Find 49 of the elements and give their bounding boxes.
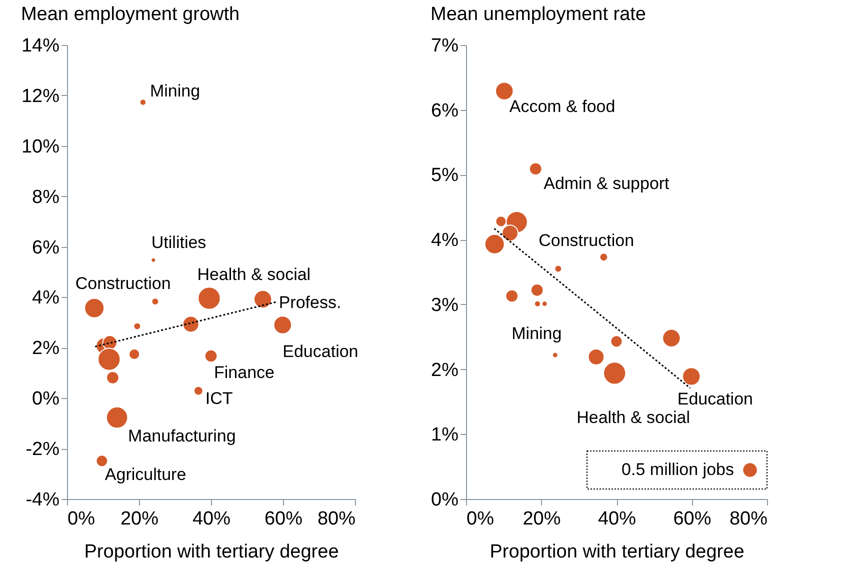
x-tick-label: 40% xyxy=(598,508,636,530)
x-tick-label: 20% xyxy=(120,508,159,530)
annotation: Admin & support xyxy=(544,174,670,193)
x-axis-title: Proportion with tertiary degree xyxy=(490,542,744,562)
annotation: Education xyxy=(282,342,358,361)
y-tick-label: 2% xyxy=(431,360,459,381)
annotation: Health & social xyxy=(576,408,690,428)
y-tick-label: 6% xyxy=(32,237,60,258)
y-tick-label: 7% xyxy=(431,36,459,56)
annotation: ICT xyxy=(205,388,233,408)
y-tick-label: 10% xyxy=(21,136,60,158)
annotation: Construction xyxy=(75,274,171,294)
x-tick-label: 40% xyxy=(192,508,231,530)
annotation: Accom & food xyxy=(509,97,616,116)
x-tick-label: 0% xyxy=(466,508,494,530)
annotation: Profess. xyxy=(278,293,342,312)
y-tick-label: 14% xyxy=(21,36,60,56)
x-tick-label: 0% xyxy=(68,508,96,530)
annotation: Agriculture xyxy=(104,464,186,484)
x-tick-label: 80% xyxy=(317,508,356,530)
annotation: Health & social xyxy=(197,265,311,284)
annotation: Mining xyxy=(512,324,562,343)
y-tick-label: 4% xyxy=(431,230,459,252)
y-tick-label: 2% xyxy=(32,338,60,360)
x-tick-label: 80% xyxy=(729,508,768,530)
x-axis-title: Proportion with tertiary degree xyxy=(84,542,339,562)
x-tick-label: 60% xyxy=(264,508,303,530)
chart-title: Mean unemployment rate xyxy=(430,4,646,25)
legend-label: 0.5 million jobs xyxy=(622,460,734,479)
annotation: Education xyxy=(677,389,753,408)
y-tick-label: -2% xyxy=(26,439,60,460)
y-tick-label: -4% xyxy=(26,490,60,510)
y-tick-label: 4% xyxy=(32,288,60,309)
y-tick-label: 12% xyxy=(21,86,60,107)
y-tick-label: 5% xyxy=(431,165,459,186)
annotation: Finance xyxy=(214,362,274,382)
annotation: Manufacturing xyxy=(128,426,236,446)
y-tick-label: 0% xyxy=(32,388,60,410)
annotation: Mining xyxy=(150,81,200,100)
y-tick-label: 0% xyxy=(431,490,459,510)
annotation: Utilities xyxy=(151,233,206,252)
x-tick-label: 20% xyxy=(522,508,561,530)
y-tick-label: 3% xyxy=(431,294,459,316)
annotation: Construction xyxy=(538,231,634,250)
chart-title: Mean employment growth xyxy=(20,4,240,25)
y-tick-label: 8% xyxy=(32,186,60,208)
x-tick-label: 60% xyxy=(673,508,712,530)
y-tick-label: 6% xyxy=(431,100,459,122)
y-tick-label: 1% xyxy=(431,424,459,446)
